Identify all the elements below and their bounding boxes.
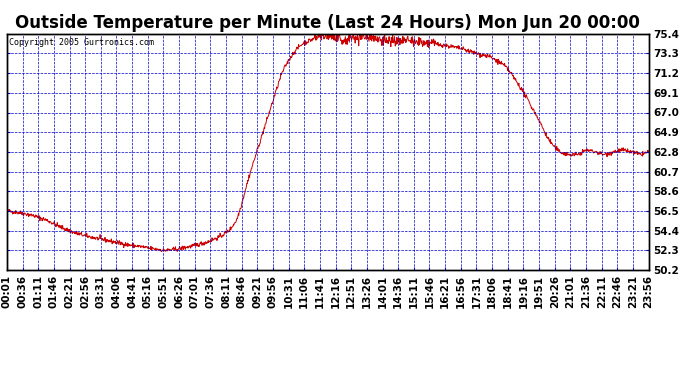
Text: Copyright 2005 Gurtronics.com: Copyright 2005 Gurtronics.com <box>9 39 154 48</box>
Title: Outside Temperature per Minute (Last 24 Hours) Mon Jun 20 00:00: Outside Temperature per Minute (Last 24 … <box>15 14 640 32</box>
